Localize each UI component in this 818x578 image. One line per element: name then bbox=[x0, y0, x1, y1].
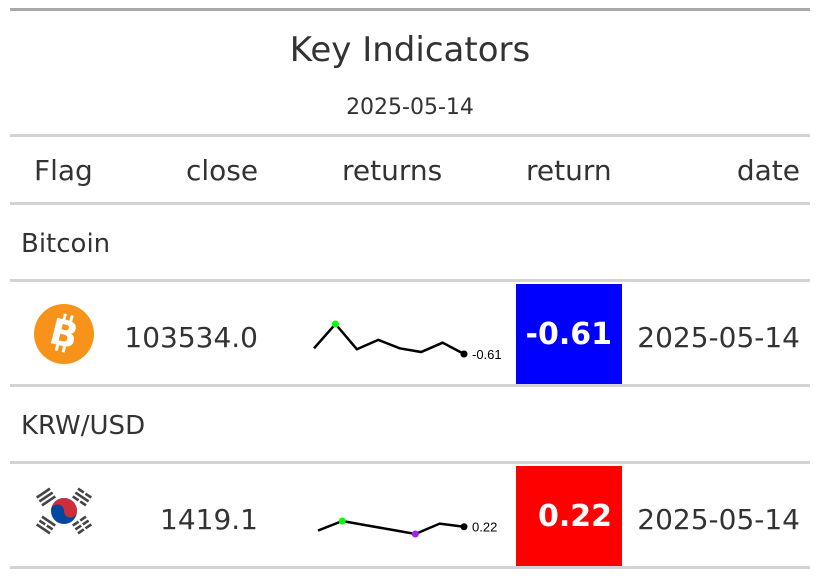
row-rule bbox=[10, 384, 810, 387]
sparkline-last-label: -0.61 bbox=[472, 347, 502, 362]
return-value-cell: -0.61 bbox=[516, 284, 622, 384]
sparkline-max-point bbox=[338, 517, 346, 525]
column-header-close: close bbox=[186, 154, 259, 187]
return-value-cell: 0.22 bbox=[516, 466, 622, 566]
group-label-krw-usd: KRW/USD bbox=[21, 411, 146, 441]
header-bottom-rule bbox=[10, 202, 810, 205]
group-rule bbox=[10, 461, 810, 464]
sparkline-series bbox=[313, 322, 465, 356]
table-subtitle: 2025-05-14 bbox=[346, 95, 474, 120]
sparkline-last-point bbox=[460, 350, 468, 358]
group-rule bbox=[10, 279, 810, 282]
close-value: 1419.1 bbox=[160, 503, 258, 536]
column-header-returns: returns bbox=[342, 154, 443, 187]
table-top-rule bbox=[10, 8, 810, 11]
date-value: 2025-05-14 bbox=[637, 321, 800, 354]
sparkline-last-label: 0.22 bbox=[472, 520, 497, 535]
bitcoin-logo-icon: B bbox=[34, 304, 94, 364]
south-korea-flag-icon bbox=[30, 486, 98, 536]
table-title: Key Indicators bbox=[289, 30, 531, 70]
returns-sparkline: -0.61 bbox=[313, 320, 502, 362]
returns-sparkline: 0.22 bbox=[317, 517, 497, 538]
header-top-rule bbox=[10, 134, 810, 137]
sparkline-max-point bbox=[331, 320, 339, 328]
sparkline-min-point bbox=[411, 530, 419, 538]
table-bottom-rule bbox=[10, 566, 810, 569]
group-label-bitcoin: Bitcoin bbox=[21, 229, 111, 259]
return-value: -0.61 bbox=[525, 316, 612, 352]
column-header-return: return bbox=[526, 154, 612, 187]
return-value: 0.22 bbox=[537, 498, 612, 534]
close-value: 103534.0 bbox=[124, 321, 258, 354]
date-value: 2025-05-14 bbox=[637, 503, 800, 536]
sparkline-last-point bbox=[460, 523, 468, 531]
column-header-flag: Flag bbox=[34, 154, 93, 187]
column-header-date: date bbox=[736, 154, 800, 187]
